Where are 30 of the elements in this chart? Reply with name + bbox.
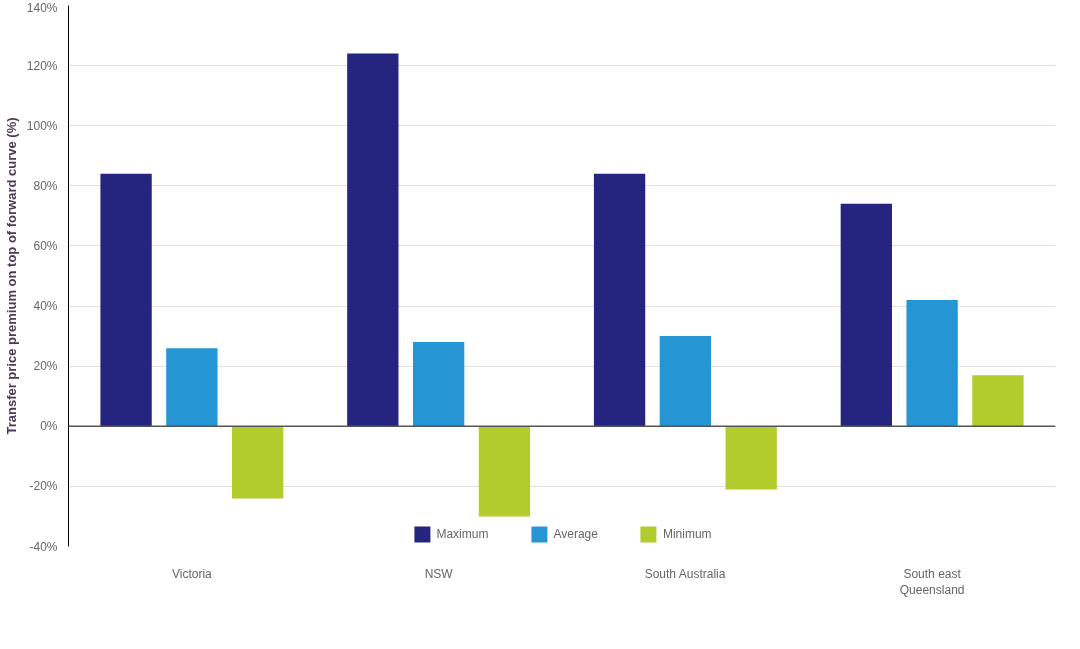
legend-label: Average bbox=[553, 527, 598, 541]
bar bbox=[166, 348, 218, 427]
bar bbox=[840, 203, 892, 427]
legend-label: Minimum bbox=[662, 527, 712, 541]
y-tick-label: 120% bbox=[26, 58, 58, 73]
bar bbox=[659, 336, 712, 427]
x-tick-label: South Australia bbox=[644, 566, 726, 581]
y-tick-label: 60% bbox=[33, 238, 58, 253]
bar bbox=[906, 300, 958, 427]
y-tick-label: 80% bbox=[33, 178, 58, 193]
bar bbox=[232, 426, 284, 499]
bar bbox=[100, 173, 152, 427]
y-tick-label: 40% bbox=[33, 299, 58, 314]
bar bbox=[412, 342, 465, 427]
bar bbox=[725, 426, 777, 490]
y-tick-label: 0% bbox=[40, 419, 58, 434]
bar bbox=[347, 53, 399, 427]
bar bbox=[593, 173, 646, 427]
y-tick-label: 20% bbox=[33, 359, 58, 374]
y-tick-label: 140% bbox=[26, 0, 58, 15]
bar bbox=[972, 375, 1024, 427]
x-tick-label: NSW bbox=[424, 566, 454, 581]
x-tick-label: Victoria bbox=[171, 566, 213, 581]
y-axis-title: Transfer price premium on top of forward curve (%) bbox=[3, 117, 19, 435]
y-tick-label: -40% bbox=[29, 539, 58, 554]
y-tick-label: 100% bbox=[26, 118, 58, 133]
bar bbox=[478, 426, 531, 517]
x-tick-label: South east Queensland bbox=[899, 566, 965, 598]
legend-label: Maximum bbox=[436, 527, 489, 541]
y-tick-label: -20% bbox=[29, 479, 58, 494]
